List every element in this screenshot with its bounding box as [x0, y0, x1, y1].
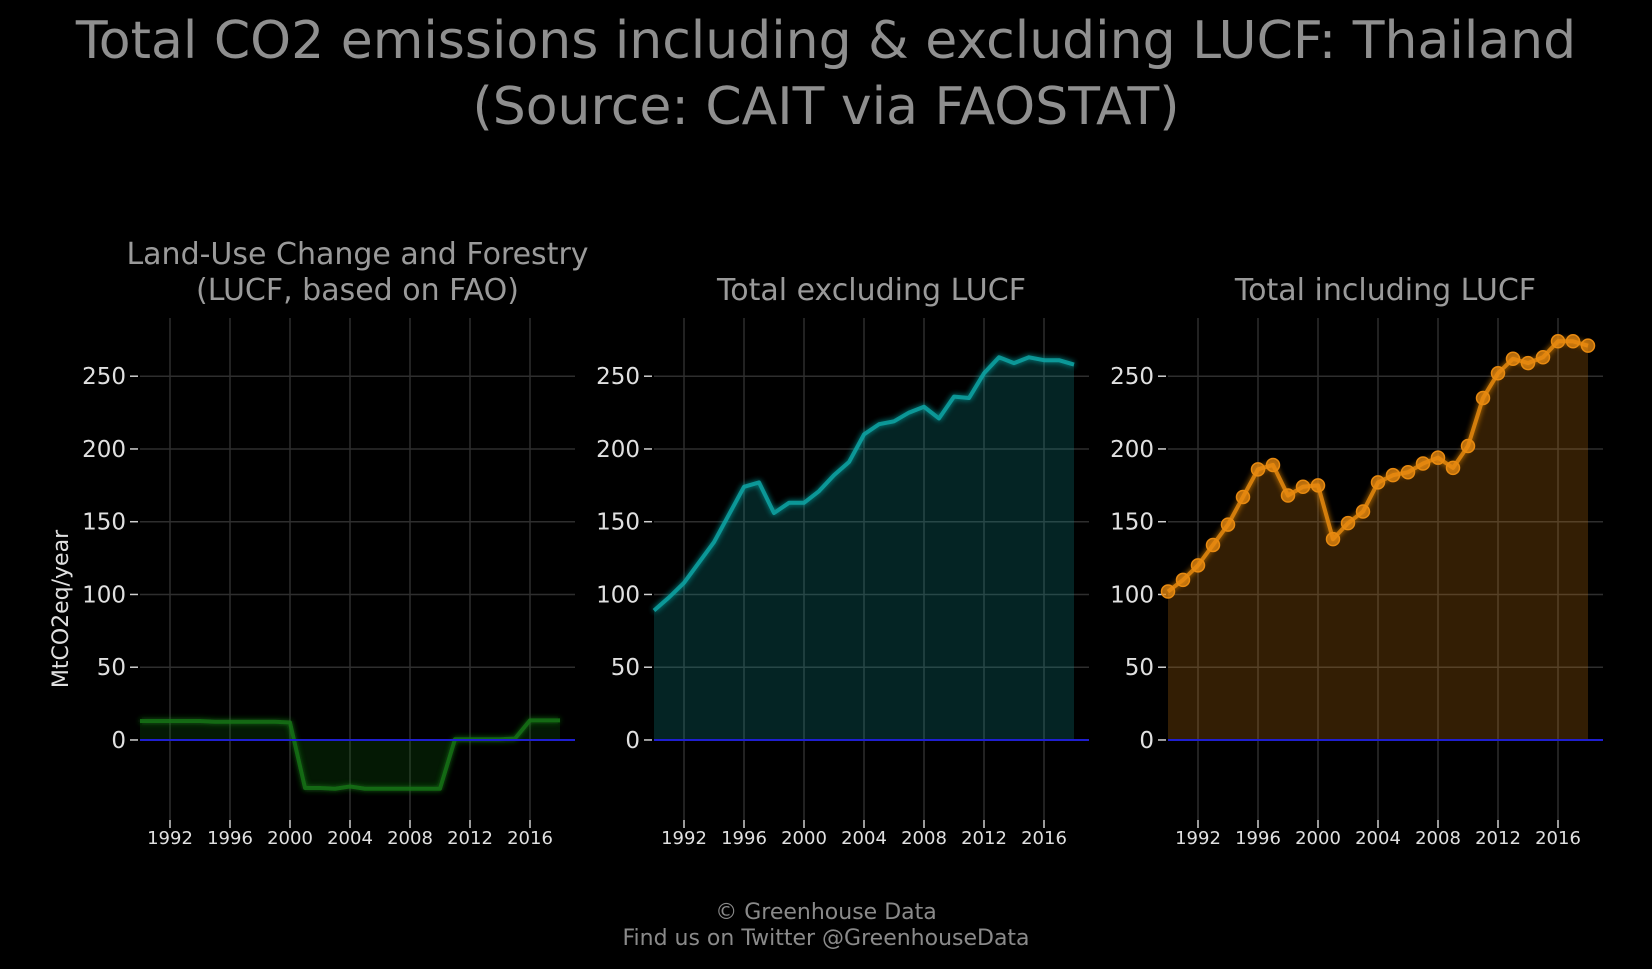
chart-title-line2: (Source: CAIT via FAOSTAT)	[472, 77, 1180, 137]
data-point	[1445, 460, 1461, 476]
data-point	[1160, 584, 1176, 599]
data-point	[1475, 390, 1491, 406]
data-point	[1175, 572, 1191, 588]
data-point	[1295, 479, 1311, 495]
data-point	[1220, 517, 1236, 532]
panel-title: Land-Use Change and Forestry	[126, 237, 588, 272]
y-tick-label: 100	[1110, 582, 1154, 608]
data-point	[1205, 537, 1221, 553]
data-point	[1565, 334, 1581, 349]
y-tick-label: 100	[596, 582, 640, 608]
panel-excluding-lucf: 0 50 100 150 200 250 1992 1996 2000 2004 2008 2012 2…	[596, 273, 1089, 849]
series-area	[654, 357, 1074, 740]
x-tick-label: 1996	[207, 828, 253, 849]
y-tick-label: 150	[596, 510, 640, 536]
data-point	[1325, 531, 1341, 547]
y-tick-label: 200	[596, 437, 640, 463]
x-tick-label: 2012	[1475, 828, 1521, 849]
data-point	[1430, 450, 1446, 465]
data-point	[1190, 558, 1206, 573]
x-tick-label: 2008	[1415, 828, 1461, 849]
y-tick-label: 0	[625, 728, 640, 754]
data-point	[1505, 351, 1521, 366]
x-tick-label: 2000	[781, 828, 827, 849]
x-tick-label: 2012	[447, 828, 493, 849]
footer: © Greenhouse Data Find us on Twitter @Gr…	[0, 900, 1652, 952]
data-point	[1490, 366, 1506, 381]
series-line	[652, 355, 1075, 612]
x-tick-label: 2004	[1355, 828, 1401, 849]
y-tick-label: 50	[1125, 655, 1154, 681]
x-tick-label: 1992	[147, 828, 193, 849]
x-tick-label: 2004	[327, 828, 373, 849]
panel-title: (LUCF, based on FAO)	[196, 273, 519, 308]
x-tick-label: 2004	[841, 828, 887, 849]
series-area	[140, 720, 560, 789]
x-tick-label: 2008	[901, 828, 947, 849]
y-tick-label: 50	[97, 655, 126, 681]
y-tick-label: 250	[82, 364, 126, 390]
y-tick-label: 200	[82, 437, 126, 463]
x-tick-label: 2000	[1295, 828, 1341, 849]
data-point	[1235, 489, 1251, 505]
panel-title: Total including LUCF	[1234, 273, 1536, 308]
x-tick-label: 1996	[721, 828, 767, 849]
chart-title: Total CO2 emissions including & excludin…	[0, 8, 1652, 140]
data-point	[1340, 515, 1356, 531]
data-point	[1385, 467, 1401, 483]
y-tick-label: 150	[82, 510, 126, 536]
data-point	[1280, 488, 1296, 503]
panel-lucf: 0 50 100 150 200 250 1992 1996 2000 2004 2008 2012 2…	[49, 237, 589, 849]
panel-including-lucf: 0 50 100 150 200 250 1992 1996 2000 2004 2008 2012 2…	[1110, 273, 1603, 849]
data-point	[1400, 464, 1416, 480]
x-tick-label: 2016	[1021, 828, 1067, 849]
x-tick-label: 1992	[1175, 828, 1221, 849]
data-point	[1370, 475, 1386, 490]
panel-title: Total excluding LUCF	[716, 273, 1026, 308]
y-tick-label: 100	[82, 582, 126, 608]
data-point	[1355, 504, 1371, 519]
data-point	[1265, 457, 1281, 473]
x-tick-label: 1992	[661, 828, 707, 849]
x-tick-label: 2000	[267, 828, 313, 849]
y-tick-label: 0	[111, 728, 126, 754]
x-tick-label: 2016	[1535, 828, 1581, 849]
y-tick-label: 200	[1110, 437, 1154, 463]
data-point	[1310, 478, 1326, 493]
footer-copyright: © Greenhouse Data	[715, 900, 937, 925]
x-tick-label: 1996	[1235, 828, 1281, 849]
series-area	[1168, 341, 1588, 740]
y-axis-label: MtCO2eq/year	[49, 529, 74, 688]
y-tick-label: 250	[1110, 364, 1154, 390]
data-point	[1460, 438, 1476, 454]
y-tick-label: 250	[596, 364, 640, 390]
data-point	[1415, 456, 1431, 471]
data-point	[1580, 338, 1596, 353]
y-tick-label: 50	[611, 655, 640, 681]
data-point	[1550, 334, 1566, 349]
data-point	[1520, 355, 1536, 371]
chart-title-line1: Total CO2 emissions including & excludin…	[75, 11, 1577, 71]
x-tick-label: 2008	[387, 828, 433, 849]
data-point	[1535, 350, 1551, 365]
y-tick-label: 150	[1110, 510, 1154, 536]
x-tick-label: 2012	[961, 828, 1007, 849]
y-tick-label: 0	[1139, 728, 1154, 754]
data-point	[1250, 462, 1266, 477]
x-tick-label: 2016	[507, 828, 553, 849]
footer-twitter: Find us on Twitter @GreenhouseData	[622, 926, 1030, 951]
